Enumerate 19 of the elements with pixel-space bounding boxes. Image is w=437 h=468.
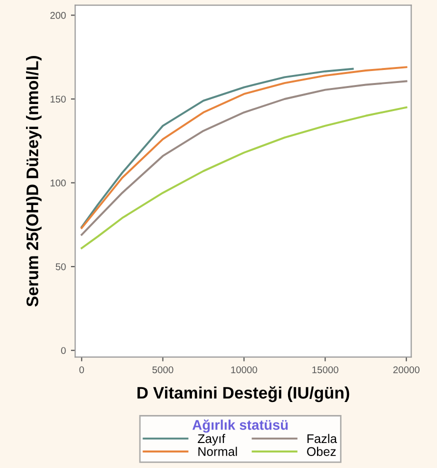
legend-title: Ağırlık statüsü [192,420,288,433]
legend-label: Zayıf [198,434,226,446]
x-tick-label: 5000 [152,366,174,374]
line-series [80,68,354,228]
x-tick-label: 10000 [231,366,258,374]
legend-label: Normal [198,446,237,456]
y-tick-label: 150 [50,96,66,103]
y-tick-label: 50 [56,263,66,270]
legend-label: Fazla [307,434,338,444]
legend-label: Obez [307,446,336,456]
x-tick-label: 15000 [312,366,338,374]
y-tick-label: 100 [50,180,66,186]
x-tick-label: 0 [79,366,84,374]
x-tick-label: 20000 [393,366,420,374]
line-series [80,106,408,250]
y-axis-title: Serum 25(OH)D Düzeyi (nmol/L) [26,56,42,307]
y-tick-label: 0 [61,347,66,354]
y-tick-label: 200 [50,12,66,19]
x-axis-title: D Vitamini Desteği (IU/gün) [138,386,350,402]
